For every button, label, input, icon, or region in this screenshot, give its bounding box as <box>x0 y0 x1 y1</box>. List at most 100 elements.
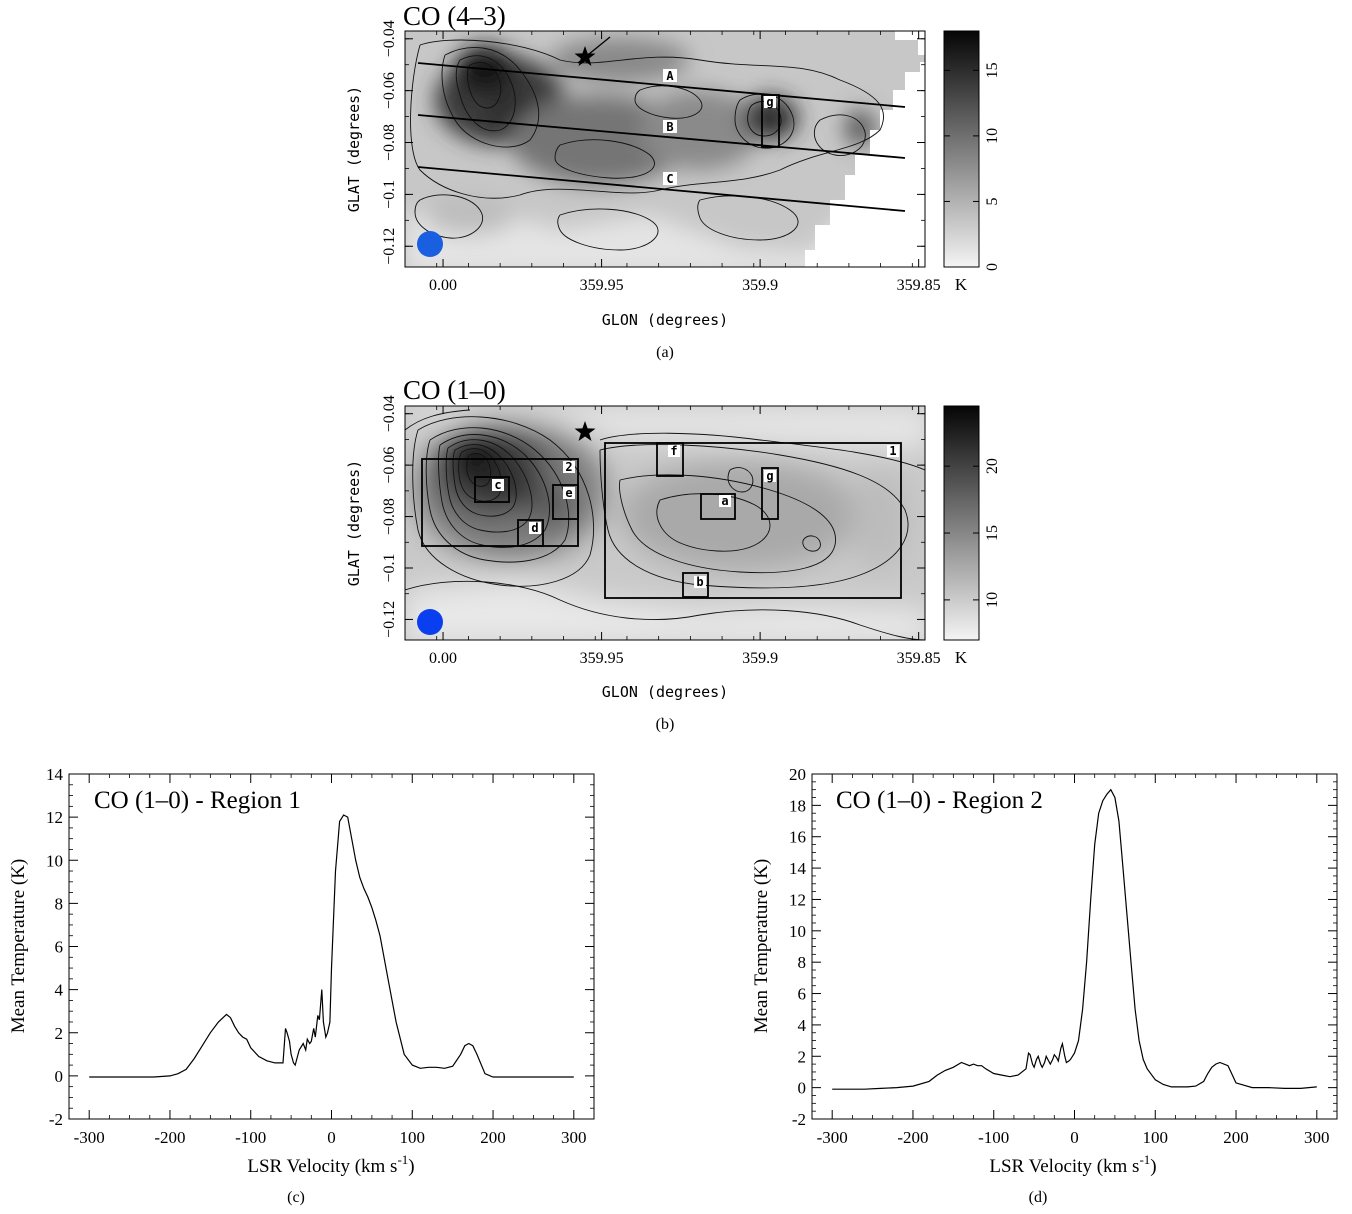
b-xtick-label-2: 359.9 <box>742 650 778 667</box>
panel-a-colorbar <box>943 30 980 268</box>
c-ytick-label-6: 10 <box>46 851 63 870</box>
panel-a-colorbar-ticks: 0 5 10 15 <box>944 62 1001 271</box>
a-xtick-label-2: 359.9 <box>742 277 778 294</box>
panel-a-y-tick-labels: −0.12 −0.1 −0.08 −0.06 −0.04 <box>381 20 398 265</box>
panel-d-xlabel-main: LSR Velocity (km s <box>989 1156 1139 1177</box>
panel-a-box-label-g: g <box>764 95 776 109</box>
panel-a-ylabel: GLAT (degrees) <box>345 86 363 212</box>
panel-a-cut-label-c: C <box>663 172 677 186</box>
panel-a-frame-ticks <box>405 31 925 267</box>
panel-a-xlabel: GLON (degrees) <box>602 311 728 329</box>
panel-b-intensity-field <box>405 406 925 640</box>
panel-c-xlabel-sup: -1 <box>397 1152 408 1167</box>
c-ytick-label-2: 2 <box>55 1024 64 1043</box>
panel-a-box-label-g-text: g <box>766 95 773 109</box>
panel-a-cut-line-a <box>417 62 906 108</box>
star-icon <box>574 46 596 66</box>
d-ytick-label-6: 10 <box>789 922 806 941</box>
panel-b-colorbar-unit: K <box>955 648 968 667</box>
panel-c-title: CO (1–0) - Region 1 <box>94 787 301 814</box>
a-ytick-label-0: −0.12 <box>381 228 398 265</box>
d-xtick-label-5: 200 <box>1223 1128 1249 1147</box>
panel-b-label-2: 2 <box>563 460 575 474</box>
c-xtick-label-0: -300 <box>74 1128 105 1147</box>
a-cbar-label-1: 5 <box>984 197 1001 205</box>
panel-a-x-tick-labels: 0.00 359.95 359.9 359.85 <box>429 277 941 294</box>
panel-b-label-d: d <box>529 521 541 535</box>
panel-b-label-e: e <box>563 486 575 500</box>
d-ytick-label-5: 8 <box>798 953 807 972</box>
beam-circle-icon <box>417 609 443 635</box>
d-ytick-label-3: 4 <box>798 1016 807 1035</box>
panel-d-ylabel: Mean Temperature (K) <box>751 859 772 1034</box>
d-xtick-label-0: -300 <box>817 1128 848 1147</box>
c-xtick-label-3: 0 <box>327 1128 336 1147</box>
panel-b-label-c: c <box>492 478 504 492</box>
panel-b-colorbar <box>943 405 980 641</box>
panel-b-box-c <box>474 476 510 503</box>
b-cbar-label-2: 20 <box>984 458 1001 474</box>
panel-d-axis-ticks <box>812 773 1337 1120</box>
c-ytick-label-3: 4 <box>55 981 64 1000</box>
panel-b-caption: (b) <box>656 716 675 733</box>
panel-a-map <box>405 31 925 267</box>
panel-d-xlabel-end: ) <box>1150 1156 1156 1177</box>
panel-d-y-tick-labels: -2 0 2 4 6 8 10 12 14 16 18 20 <box>789 765 807 1129</box>
panel-c-x-tick-labels: -300 -200 -100 0 100 200 300 <box>74 1128 587 1147</box>
b-ytick-label-4: −0.04 <box>381 395 398 432</box>
panel-c-frame <box>68 773 595 1120</box>
panel-a-contours <box>410 39 884 251</box>
panel-b-map <box>405 406 925 640</box>
panel-c-y-tick-labels: -2 0 2 4 6 8 10 12 14 <box>46 765 64 1129</box>
a-xtick-label-0: 0.00 <box>429 277 457 294</box>
panel-a-cut-label-b-text: B <box>666 120 673 134</box>
panel-b-box-f <box>656 442 684 477</box>
panel-b-label-a-text: a <box>721 494 728 508</box>
panel-c-series-line <box>89 814 574 1078</box>
panel-b-region-1-box <box>604 442 902 599</box>
d-ytick-label-7: 12 <box>789 890 806 909</box>
panel-b-xlabel: GLON (degrees) <box>602 683 728 701</box>
b-ytick-label-1: −0.1 <box>381 553 398 582</box>
panel-b-contours <box>405 409 925 640</box>
panel-a-cut-line-b <box>417 114 906 159</box>
panel-b-colorbar-ticks: 10 15 20 <box>944 458 1001 608</box>
d-xtick-label-2: -100 <box>978 1128 1009 1147</box>
panel-b-x-tick-labels: 0.00 359.95 359.9 359.85 <box>429 650 941 667</box>
c-xtick-label-1: -200 <box>154 1128 185 1147</box>
panel-b-label-a: a <box>719 494 731 508</box>
panel-b-label-2-text: 2 <box>565 460 572 474</box>
panel-b-label-g-text: g <box>766 469 773 483</box>
panel-d-title: CO (1–0) - Region 2 <box>836 787 1043 814</box>
panel-c-ylabel: Mean Temperature (K) <box>8 859 29 1034</box>
panel-b-box-g <box>761 467 779 520</box>
panel-d-xlabel-sup: -1 <box>1139 1152 1150 1167</box>
d-ytick-label-4: 6 <box>798 985 807 1004</box>
d-xtick-label-3: 0 <box>1070 1128 1079 1147</box>
b-ytick-label-3: −0.06 <box>381 447 398 484</box>
panel-b-frame-ticks <box>405 406 925 640</box>
panel-c-caption: (c) <box>287 1189 305 1206</box>
a-xtick-label-1: 359.95 <box>580 277 624 294</box>
d-ytick-label-11: 20 <box>789 765 806 784</box>
b-xtick-label-1: 359.95 <box>580 650 624 667</box>
d-xtick-label-4: 100 <box>1143 1128 1169 1147</box>
panel-c: -300 -200 -100 0 100 200 300 -2 0 2 4 6 8 10 12 14 CO … <box>8 765 595 1206</box>
panel-a: CO (4–3) <box>345 1 1001 361</box>
b-ytick-label-0: −0.12 <box>381 601 398 638</box>
panel-a-caption: (a) <box>656 344 674 361</box>
panel-b-label-e-text: e <box>565 486 572 500</box>
panel-c-xlabel: LSR Velocity (km s-1) <box>247 1152 414 1177</box>
d-ytick-label-8: 14 <box>789 859 807 878</box>
panel-b-box-e <box>552 484 579 520</box>
panel-a-colorbar-unit: K <box>955 275 968 294</box>
panel-d-xlabel: LSR Velocity (km s-1) <box>989 1152 1156 1177</box>
panel-d-x-tick-labels: -300 -200 -100 0 100 200 300 <box>817 1128 1330 1147</box>
panel-b-label-b-text: b <box>696 575 703 589</box>
b-cbar-label-0: 10 <box>984 592 1001 608</box>
panel-b-box-labels: 1 2 a b c d e f g <box>492 444 899 589</box>
c-ytick-label-8: 14 <box>46 765 64 784</box>
panel-b-ylabel: GLAT (degrees) <box>345 460 363 586</box>
c-xtick-label-6: 300 <box>561 1128 587 1147</box>
